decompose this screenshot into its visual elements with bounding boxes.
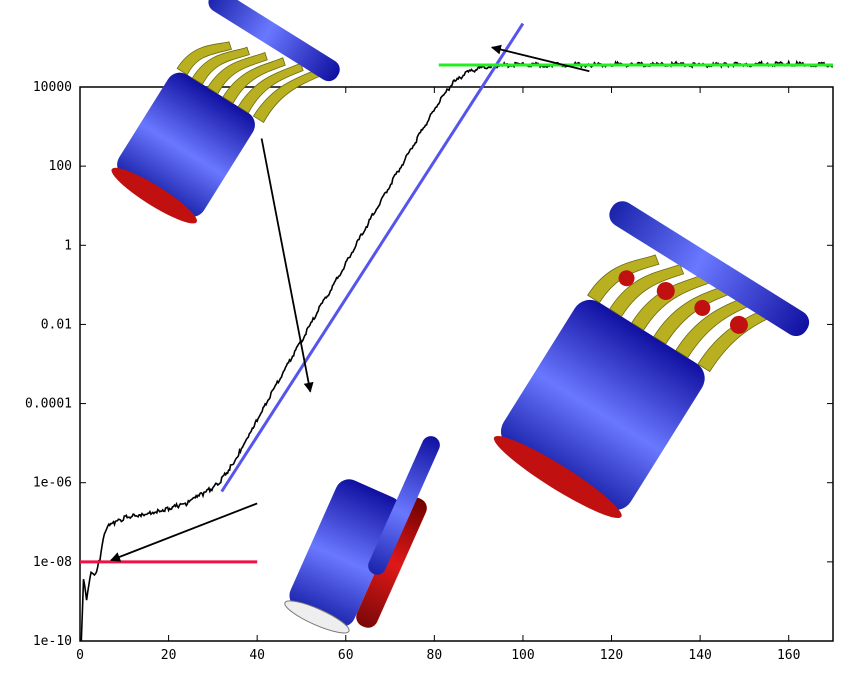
x-tick-label: 40: [249, 648, 265, 663]
x-tick-label: 60: [338, 648, 354, 663]
x-tick-label: 80: [427, 648, 443, 663]
inset-cylinder-eddies-right: [493, 201, 810, 519]
y-tick-label: 1e-08: [33, 555, 72, 570]
annotation-arrow: [110, 502, 258, 562]
x-tick-label: 0: [76, 648, 84, 663]
annotation-arrows: [110, 44, 590, 562]
y-tick-label: 10000: [33, 80, 72, 95]
x-tick-label: 120: [600, 648, 623, 663]
data-series-layer: [80, 22, 833, 641]
inset-cylinder-eddies-top-left: [111, 0, 340, 224]
y-tick-label: 1e-06: [33, 476, 72, 491]
y-tick-label: 100: [49, 159, 72, 174]
y-tick-label: 0.01: [41, 317, 72, 332]
y-tick-label: 1e-10: [33, 634, 72, 649]
x-tick-label: 160: [777, 648, 800, 663]
plot-frame: [79, 86, 834, 642]
x-tick-label: 20: [161, 648, 177, 663]
annotation-arrow: [260, 138, 314, 393]
annotation-arrow: [490, 44, 590, 73]
axes: 0 20 40 60 80 100 120 140 160 1e-10 1e-08 1e-06 0.00…: [25, 80, 834, 663]
y-tick-label: 0.0001: [25, 397, 72, 412]
x-tick-label: 140: [688, 648, 711, 663]
x-tick-label: 100: [511, 648, 534, 663]
inset-cylinders-bottom-center: [284, 436, 440, 634]
linear-fit-line: [220, 22, 525, 493]
y-tick-label: 1: [64, 238, 72, 253]
